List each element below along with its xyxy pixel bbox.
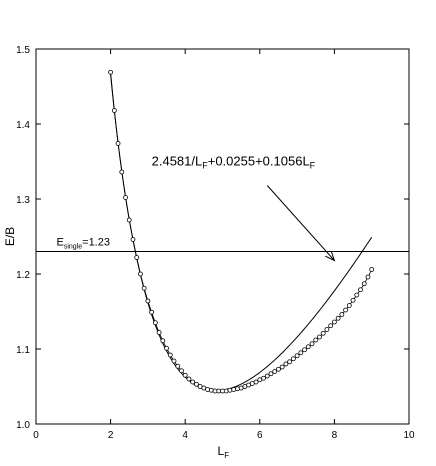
data-point xyxy=(205,387,210,392)
data-point xyxy=(290,356,296,362)
data-point xyxy=(171,358,177,364)
data-point xyxy=(358,287,363,293)
data-point xyxy=(294,353,300,359)
formula-sub-1: F xyxy=(202,160,208,170)
data-point xyxy=(328,323,334,329)
data-point xyxy=(179,368,184,374)
data-point xyxy=(134,255,140,260)
data-point xyxy=(115,141,121,146)
data-point xyxy=(108,69,113,75)
annotation-arrow-head xyxy=(325,250,336,262)
data-point xyxy=(354,292,360,298)
reference-line-label: Esingle=1.23 xyxy=(57,237,110,251)
data-point xyxy=(156,330,162,335)
data-point xyxy=(141,285,147,291)
reference-label-main: E xyxy=(57,237,64,249)
data-point xyxy=(361,281,367,287)
y-tick-label: 1.1 xyxy=(16,345,30,356)
data-point xyxy=(339,312,345,317)
data-point xyxy=(186,376,192,382)
data-connecting-line xyxy=(110,72,373,392)
data-point xyxy=(126,217,132,223)
data-point xyxy=(313,337,319,343)
x-tick-label: 4 xyxy=(182,430,188,441)
data-point xyxy=(335,315,341,321)
axis-ticks xyxy=(35,48,410,425)
data-point xyxy=(346,303,352,308)
data-point xyxy=(298,350,304,356)
annotation-arrow-line xyxy=(266,185,335,261)
data-point xyxy=(272,369,278,374)
data-point xyxy=(369,267,375,272)
data-point xyxy=(253,379,259,385)
data-point xyxy=(261,375,266,381)
data-point xyxy=(208,387,214,393)
data-point xyxy=(276,366,281,372)
reference-label-value: =1.23 xyxy=(82,237,110,249)
formula-part-2: +0.0255+0.1056L xyxy=(208,153,310,168)
data-point xyxy=(164,345,169,351)
data-point xyxy=(149,309,155,315)
data-point xyxy=(268,371,274,377)
data-point xyxy=(167,352,173,358)
data-point xyxy=(160,338,166,344)
y-tick-label: 1.3 xyxy=(16,195,30,206)
data-point xyxy=(283,361,289,367)
x-tick-label: 8 xyxy=(332,430,338,441)
data-point xyxy=(305,344,311,350)
data-point xyxy=(264,373,270,379)
y-tick-label: 1.4 xyxy=(16,120,30,131)
data-point xyxy=(309,341,315,347)
data-point xyxy=(365,274,371,280)
data-point xyxy=(182,372,188,378)
data-point xyxy=(190,379,196,385)
x-axis-label-subscript: F xyxy=(224,451,229,460)
data-point xyxy=(223,388,229,394)
tick-labels: 0 2 4 6 8 10 1.0 1.1 1.2 1.3 1.4 1.5 xyxy=(16,45,415,441)
data-point xyxy=(302,347,307,353)
y-tick-label: 1.2 xyxy=(16,270,30,281)
data-point xyxy=(130,237,136,242)
data-point xyxy=(227,387,233,393)
data-point xyxy=(175,363,181,369)
data-point xyxy=(287,359,293,365)
data-point xyxy=(138,271,143,277)
data-point xyxy=(235,386,240,392)
data-point xyxy=(145,298,151,304)
data-point xyxy=(324,327,330,332)
data-point xyxy=(231,387,237,392)
formula-part-1: 2.4581/L xyxy=(152,153,203,168)
fit-formula-label: 2.4581/LF+0.0255+0.1056LF xyxy=(152,153,316,170)
data-point xyxy=(152,320,158,326)
x-tick-label: 10 xyxy=(403,430,415,441)
plot-frame xyxy=(35,48,410,425)
data-point xyxy=(123,195,128,200)
data-point xyxy=(320,330,326,336)
data-points xyxy=(108,69,375,394)
data-point xyxy=(111,108,117,113)
y-axis-label: E/B xyxy=(3,227,17,246)
data-point xyxy=(317,334,322,340)
fit-curve xyxy=(110,74,373,392)
data-point xyxy=(279,364,285,370)
formula-sub-2: F xyxy=(310,160,316,170)
reference-label-subscript: single xyxy=(64,244,82,251)
y-tick-label: 1.0 xyxy=(16,420,30,431)
x-tick-label: 0 xyxy=(33,430,39,441)
y-tick-label: 1.5 xyxy=(16,45,30,56)
x-axis-label: LF xyxy=(218,444,230,460)
data-point xyxy=(193,381,199,387)
data-point xyxy=(331,319,337,325)
data-point xyxy=(343,307,348,313)
data-point xyxy=(119,169,125,175)
x-tick-label: 2 xyxy=(108,430,114,441)
x-axis-label-main: L xyxy=(218,444,225,458)
data-point xyxy=(350,297,356,303)
x-tick-label: 6 xyxy=(257,430,263,441)
